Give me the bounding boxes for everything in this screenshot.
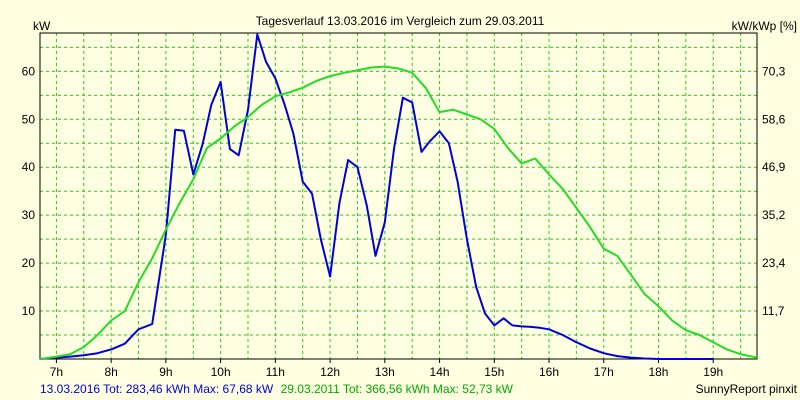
x-tick-label: 19h [703, 365, 723, 379]
y-left-tick-label: 20 [22, 256, 36, 270]
x-tick-label: 14h [430, 365, 450, 379]
x-tick-label: 11h [266, 365, 285, 379]
axis-ticks: 7h 8h 9h 10h 11h 12h 13h 14h 15h 16h 17h 18h 19h 10 11… [22, 64, 786, 379]
legend-series-2: 29.03.2011 Tot: 366,56 kWh Max: 52,73 kW [281, 382, 514, 396]
x-tick-label: 10h [211, 365, 231, 379]
x-tick-label: 9h [159, 365, 172, 379]
plot-frame [39, 32, 758, 360]
right-axis-label: kW/kWp [%] [732, 19, 797, 33]
y-left-tick-label: 60 [22, 64, 36, 78]
x-tick-label: 8h [104, 365, 117, 379]
left-axis-label: kW [33, 19, 51, 33]
y-right-tick-label: 35,2 [762, 208, 786, 222]
y-left-tick-label: 30 [22, 208, 36, 222]
y-left-tick-label: 40 [22, 160, 36, 174]
series [39, 33, 758, 360]
x-tick-label: 13h [375, 365, 395, 379]
chart-title: Tagesverlauf 13.03.2016 im Vergleich zum… [256, 14, 545, 28]
y-right-tick-label: 46,9 [762, 160, 786, 174]
y-right-tick-label: 11,7 [762, 304, 785, 318]
y-right-tick-label: 58,6 [762, 112, 786, 126]
x-tick-label: 16h [539, 365, 559, 379]
x-tick-label: 17h [594, 365, 614, 379]
grid [40, 33, 757, 359]
legend-series-1: 13.03.2016 Tot: 283,46 kWh Max: 67,68 kW [40, 382, 274, 396]
y-right-tick-label: 23,4 [762, 256, 786, 270]
series-line-1 [39, 33, 714, 360]
x-tick-label: 18h [648, 365, 668, 379]
y-right-tick-label: 70,3 [762, 64, 786, 78]
x-tick-label: 15h [484, 365, 504, 379]
credit-text: SunnyReport pinxit [696, 382, 798, 396]
legend-footer: 13.03.2016 Tot: 283,46 kWh Max: 67,68 kW… [40, 382, 514, 396]
y-left-tick-label: 50 [22, 112, 36, 126]
series-line-2 [39, 65, 758, 360]
y-left-tick-label: 10 [22, 304, 36, 318]
x-tick-label: 12h [320, 365, 340, 379]
x-tick-label: 7h [50, 365, 63, 379]
